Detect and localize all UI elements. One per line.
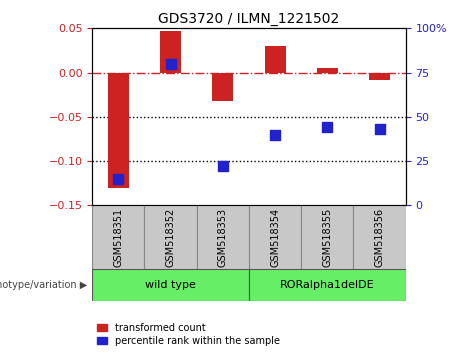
Point xyxy=(115,176,122,182)
Point xyxy=(219,164,226,169)
Bar xyxy=(265,46,285,73)
Bar xyxy=(197,205,249,269)
Point xyxy=(272,132,279,137)
Text: genotype/variation ▶: genotype/variation ▶ xyxy=(0,280,88,290)
Bar xyxy=(160,31,181,73)
Text: GSM518354: GSM518354 xyxy=(270,207,280,267)
Bar xyxy=(108,73,129,188)
Point xyxy=(167,61,174,67)
Point xyxy=(324,125,331,130)
Text: wild type: wild type xyxy=(145,280,196,290)
Legend: transformed count, percentile rank within the sample: transformed count, percentile rank withi… xyxy=(97,323,279,346)
Bar xyxy=(354,205,406,269)
Bar xyxy=(317,68,338,73)
Bar xyxy=(249,269,406,301)
Title: GDS3720 / ILMN_1221502: GDS3720 / ILMN_1221502 xyxy=(158,12,340,26)
Bar xyxy=(213,73,233,101)
Bar xyxy=(92,269,249,301)
Text: RORalpha1delDE: RORalpha1delDE xyxy=(280,280,375,290)
Point xyxy=(376,126,383,132)
Text: GSM518351: GSM518351 xyxy=(113,207,124,267)
Text: GSM518355: GSM518355 xyxy=(322,207,332,267)
Text: GSM518356: GSM518356 xyxy=(374,207,384,267)
Text: GSM518352: GSM518352 xyxy=(165,207,176,267)
Bar xyxy=(92,205,144,269)
Text: GSM518353: GSM518353 xyxy=(218,207,228,267)
Bar xyxy=(369,73,390,80)
Bar xyxy=(144,205,197,269)
Bar xyxy=(301,205,354,269)
Bar xyxy=(249,205,301,269)
